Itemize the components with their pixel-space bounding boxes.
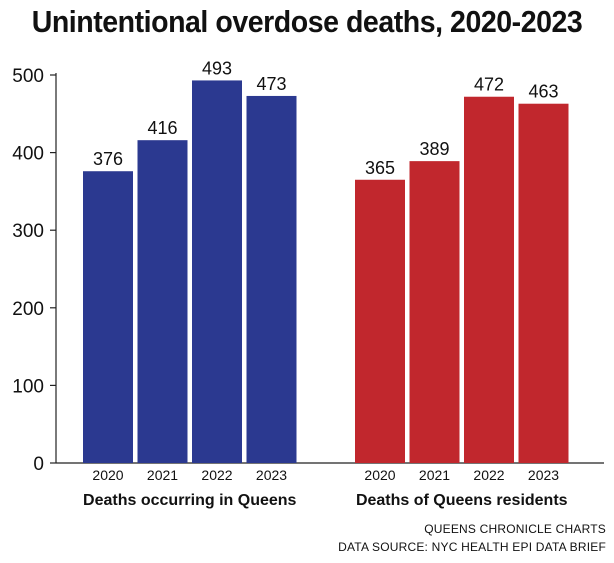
data-label: 416	[147, 118, 177, 138]
y-tick-label: 0	[33, 454, 44, 475]
x-tick-label: 2023	[528, 467, 559, 483]
y-tick-label: 100	[12, 376, 44, 397]
chart-title: Unintentional overdose deaths, 2020-2023	[31, 4, 583, 39]
bar-residents-2020	[355, 179, 405, 463]
x-tick-label: 2023	[256, 467, 287, 483]
data-label: 472	[474, 75, 504, 95]
bar-occurring-2023	[246, 95, 297, 464]
x-tick-label: 2022	[473, 467, 504, 483]
labels: 376 2020 416 2021 493 2022 473 2023 Deaths occur…	[83, 58, 568, 509]
credit-line: QUEENS CHRONICLE CHARTS	[424, 522, 606, 536]
y-tick-label: 300	[12, 221, 44, 242]
data-label: 463	[528, 82, 558, 102]
x-tick-label: 2022	[201, 467, 232, 483]
x-tick-label: 2020	[364, 467, 395, 483]
data-label: 376	[93, 149, 123, 169]
group-label: Deaths of Queens residents	[356, 492, 568, 509]
data-label: 389	[419, 139, 449, 159]
group-label: Deaths occurring in Queens	[83, 492, 296, 509]
data-label: 493	[202, 58, 232, 78]
x-tick-label: 2021	[147, 467, 178, 483]
bar-occurring-2020	[83, 171, 133, 463]
bars	[83, 80, 569, 464]
y-axis: 0 100 200 300 400 500	[12, 66, 604, 475]
data-label: 365	[365, 158, 395, 178]
bar-residents-2023	[518, 103, 569, 463]
bar-occurring-2022	[192, 80, 242, 463]
x-tick-label: 2020	[92, 467, 123, 483]
x-tick-label: 2021	[419, 467, 450, 483]
bar-residents-2021	[409, 161, 460, 464]
bar-residents-2022	[464, 96, 514, 463]
bar-occurring-2021	[137, 140, 188, 463]
y-tick-label: 200	[12, 299, 44, 320]
y-tick-label: 500	[12, 66, 44, 87]
y-tick-label: 400	[12, 144, 44, 165]
data-label: 473	[256, 74, 286, 94]
data-source-line: DATA SOURCE: NYC HEALTH EPI DATA BRIEF	[338, 540, 606, 554]
